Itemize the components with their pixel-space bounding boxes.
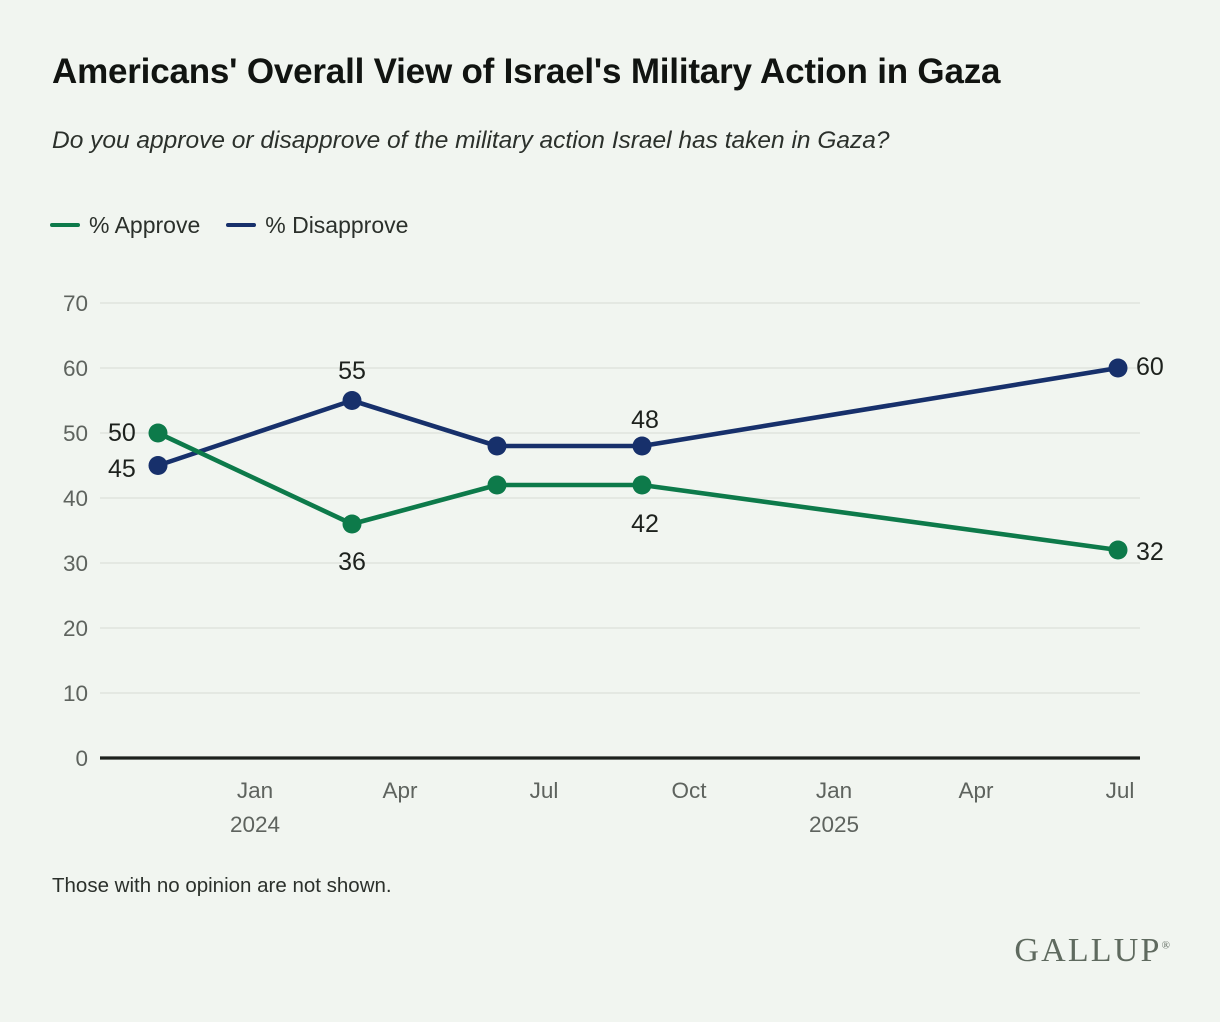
y-tick-0: 0 <box>75 746 88 771</box>
datapoint-approve-0[interactable] <box>148 423 168 443</box>
series-markers-approve <box>148 423 1128 560</box>
point-label-disapprove-4: 60 <box>1136 353 1164 381</box>
datapoint-approve-2[interactable] <box>487 475 507 495</box>
gallup-logo: GALLUP® <box>1014 932 1170 970</box>
x-tick-month-5: Apr <box>958 778 994 803</box>
datapoint-disapprove-0[interactable] <box>148 456 168 475</box>
datapoint-disapprove-1[interactable] <box>342 391 362 410</box>
point-label-approve-1: 36 <box>338 548 366 576</box>
x-axis-ticks: Jan 2024 Apr Jul Oct Jan 2025 Apr Jul <box>230 778 1134 837</box>
point-label-disapprove-1: 55 <box>338 357 366 385</box>
point-label-disapprove-0: 45 <box>108 455 136 483</box>
legend-swatch-disapprove <box>226 223 257 227</box>
x-tick-month-6: Jul <box>1106 778 1135 803</box>
y-tick-30: 30 <box>63 551 88 576</box>
x-tick-month-2: Jul <box>530 778 559 803</box>
datapoint-disapprove-4[interactable] <box>1108 358 1128 378</box>
point-label-approve-0: 50 <box>108 419 136 447</box>
y-tick-20: 20 <box>63 616 88 641</box>
legend-swatch-approve <box>50 223 80 227</box>
datapoint-disapprove-2[interactable] <box>487 436 507 456</box>
datapoint-approve-1[interactable] <box>342 514 362 534</box>
x-tick-month-4: Jan <box>816 778 852 803</box>
chart-footnote: Those with no opinion are not shown. <box>52 874 392 897</box>
x-tick-year-0: 2024 <box>230 812 280 837</box>
y-tick-10: 10 <box>63 681 88 706</box>
gridlines <box>100 302 1140 694</box>
datapoint-disapprove-3[interactable] <box>632 436 652 456</box>
x-tick-month-1: Apr <box>382 778 418 803</box>
point-label-disapprove-3: 48 <box>631 406 659 434</box>
legend-label-disapprove: % Disapprove <box>265 211 409 238</box>
gallup-wordmark: GALLUP <box>1014 932 1162 969</box>
datapoint-approve-4[interactable] <box>1108 540 1128 560</box>
y-tick-60: 60 <box>63 356 88 381</box>
chart-title: Americans' Overall View of Israel's Mili… <box>52 52 1001 91</box>
chart-legend: % Approve % Disapprove <box>50 208 408 242</box>
x-tick-month-3: Oct <box>671 778 707 803</box>
chart-subtitle: Do you approve or disapprove of the mili… <box>52 127 890 154</box>
y-tick-40: 40 <box>63 486 88 511</box>
registered-trademark-icon: ® <box>1161 939 1170 952</box>
point-label-approve-4: 32 <box>1136 538 1164 566</box>
legend-item-approve[interactable]: % Approve <box>50 212 200 239</box>
y-tick-70: 70 <box>63 291 88 316</box>
y-axis-ticks: 70 60 50 40 30 20 10 0 <box>63 291 88 771</box>
x-tick-month-0: Jan <box>237 778 273 803</box>
point-value-labels: 50 45 55 36 48 42 60 32 <box>108 353 1164 576</box>
x-tick-year-4: 2025 <box>809 812 859 837</box>
y-tick-50: 50 <box>63 421 88 446</box>
legend-item-disapprove[interactable]: % Disapprove <box>226 212 408 239</box>
datapoint-approve-3[interactable] <box>632 475 652 495</box>
point-label-approve-3: 42 <box>631 510 659 538</box>
series-markers-disapprove <box>148 358 1128 475</box>
legend-label-approve: % Approve <box>89 211 201 238</box>
